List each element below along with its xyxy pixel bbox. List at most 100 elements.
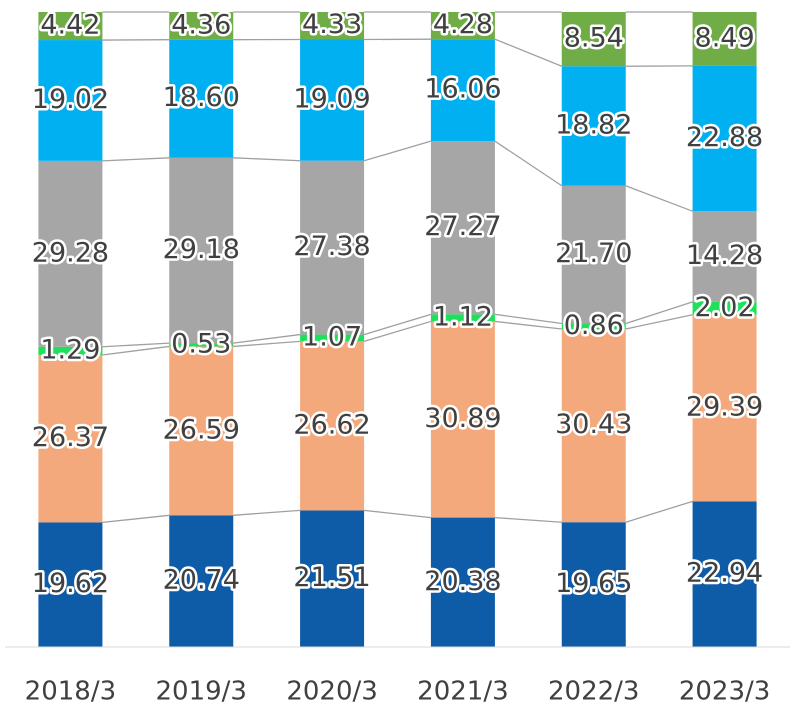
x-tick-label: 2019/3 bbox=[156, 677, 247, 707]
connector-line bbox=[233, 509, 301, 516]
value-label: 1.07 bbox=[302, 321, 362, 352]
value-label: 14.28 bbox=[686, 240, 763, 271]
bar-segment bbox=[561, 328, 626, 523]
bar-segment bbox=[692, 211, 757, 302]
bar-segment bbox=[169, 515, 234, 647]
value-label: 19.62 bbox=[32, 568, 109, 599]
value-label: 19.09 bbox=[293, 84, 370, 115]
bar-segment bbox=[38, 40, 103, 161]
x-tick-label: 2018/3 bbox=[25, 677, 116, 707]
x-tick-label: 2020/3 bbox=[286, 677, 377, 707]
bar-segment bbox=[430, 12, 495, 40]
value-label: 4.28 bbox=[433, 9, 493, 40]
value-label: 1.29 bbox=[40, 334, 100, 365]
value-label: 29.28 bbox=[32, 237, 109, 268]
connector-line bbox=[102, 514, 170, 524]
connector-line bbox=[494, 140, 563, 187]
value-label: 22.88 bbox=[686, 122, 763, 153]
value-label: 20.38 bbox=[424, 566, 501, 597]
bar-segment bbox=[692, 65, 757, 212]
bar-segment bbox=[169, 12, 234, 40]
connector-line bbox=[625, 301, 693, 325]
value-label: 18.60 bbox=[163, 82, 240, 113]
value-label: 29.39 bbox=[686, 392, 763, 423]
bar-segment bbox=[300, 510, 365, 647]
x-tick-label: 2022/3 bbox=[548, 677, 639, 707]
connector-line bbox=[625, 185, 693, 212]
bar-segment bbox=[692, 314, 757, 502]
value-label: 19.02 bbox=[32, 84, 109, 115]
value-label: 8.54 bbox=[564, 23, 624, 54]
x-tick-label: 2021/3 bbox=[417, 677, 508, 707]
value-label: 8.49 bbox=[695, 22, 755, 53]
value-label: 27.38 bbox=[293, 231, 370, 262]
value-label: 0.86 bbox=[564, 310, 624, 341]
bar-segment bbox=[169, 343, 234, 347]
value-label: 19.65 bbox=[555, 568, 632, 599]
value-label: 4.36 bbox=[171, 9, 231, 40]
connector-line bbox=[102, 342, 170, 348]
bar-segment bbox=[561, 185, 626, 324]
connector-line bbox=[363, 140, 432, 162]
bar-segment bbox=[561, 522, 626, 647]
value-label: 26.37 bbox=[32, 422, 109, 453]
value-label: 16.06 bbox=[424, 74, 501, 105]
connector-line bbox=[494, 313, 562, 325]
bar-segment bbox=[300, 12, 365, 40]
bar-segment bbox=[430, 321, 495, 518]
value-label: 2.02 bbox=[695, 292, 755, 323]
value-label: 4.33 bbox=[302, 9, 362, 40]
value-label: 0.53 bbox=[171, 328, 231, 359]
bar-segment bbox=[561, 323, 626, 329]
bar-segment bbox=[169, 157, 234, 344]
connector-line bbox=[494, 320, 562, 330]
value-label: 26.62 bbox=[293, 409, 370, 440]
connector-line bbox=[625, 500, 693, 523]
value-label: 18.82 bbox=[555, 109, 632, 140]
bar-segment bbox=[300, 341, 365, 511]
value-label: 30.89 bbox=[424, 403, 501, 434]
x-tick-label: 2023/3 bbox=[679, 677, 770, 707]
connector-line bbox=[233, 333, 301, 344]
value-label: 26.59 bbox=[163, 414, 240, 445]
bar-segment bbox=[561, 66, 626, 186]
connector-line bbox=[363, 320, 432, 342]
bar-segment bbox=[38, 522, 103, 647]
connector-line bbox=[494, 516, 562, 523]
bar-segment bbox=[38, 12, 103, 41]
bar-segment bbox=[169, 346, 234, 516]
bar-segment bbox=[692, 501, 757, 647]
bar-segment bbox=[38, 354, 103, 523]
bar-segment bbox=[430, 39, 495, 142]
bar-segment bbox=[300, 39, 365, 161]
connector-line bbox=[102, 345, 170, 356]
value-label: 21.51 bbox=[293, 562, 370, 593]
value-label: 21.70 bbox=[555, 238, 632, 269]
bar-segment bbox=[430, 141, 495, 315]
value-label: 1.12 bbox=[433, 301, 493, 332]
connector-line bbox=[625, 314, 693, 330]
bar-segment bbox=[169, 39, 234, 158]
bar-segment bbox=[692, 12, 757, 66]
connector-line bbox=[494, 38, 562, 67]
bar-segment bbox=[300, 160, 365, 335]
connector-line bbox=[102, 157, 170, 162]
value-label: 20.74 bbox=[163, 565, 240, 596]
connector-line bbox=[233, 157, 301, 162]
bar-segment bbox=[38, 160, 103, 347]
bar-segment bbox=[692, 301, 757, 315]
value-label: 27.27 bbox=[424, 211, 501, 242]
value-label: 29.18 bbox=[163, 234, 240, 265]
connector-line bbox=[364, 509, 431, 519]
bar-segment bbox=[430, 517, 495, 647]
value-label: 4.42 bbox=[40, 10, 100, 41]
connector-line bbox=[233, 340, 301, 348]
connector-line bbox=[363, 313, 432, 336]
bar-segment bbox=[561, 12, 626, 67]
bar-segment bbox=[38, 346, 103, 355]
bar-segment bbox=[430, 314, 495, 322]
bar-segment bbox=[300, 334, 365, 342]
value-label: 22.94 bbox=[686, 558, 763, 589]
value-label: 30.43 bbox=[555, 409, 632, 440]
